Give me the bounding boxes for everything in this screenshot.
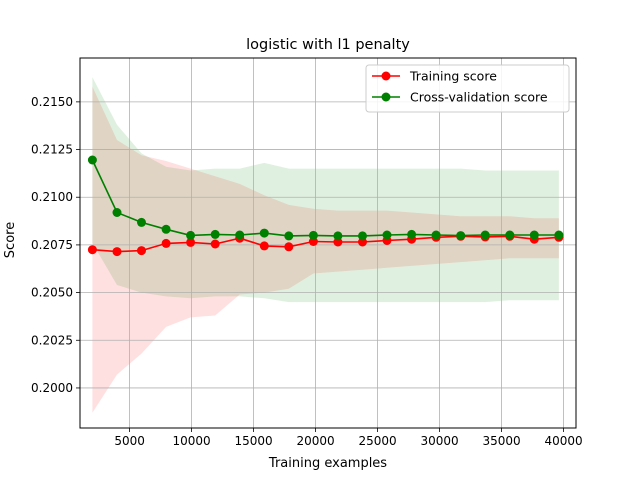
y-tick-label: 0.2075: [31, 238, 73, 252]
data-point-0: [259, 241, 269, 251]
legend-box: [365, 64, 570, 113]
x-tick-label: 10000: [173, 434, 211, 448]
plot-frame: [79, 57, 577, 429]
series-points: [87, 155, 564, 257]
data-point-1: [333, 231, 343, 241]
data-point-0: [186, 237, 196, 247]
data-point-1: [112, 208, 122, 217]
data-point-1: [407, 229, 417, 239]
data-point-1: [186, 230, 196, 240]
x-axis-ticks: 5000 10000 15000 20000 25000 30000 35000 40000: [114, 428, 583, 448]
data-point-1: [554, 230, 564, 240]
data-point-1: [87, 155, 97, 165]
y-tick-label: 0.2125: [31, 143, 73, 157]
y-tick-label: 0.2000: [31, 381, 73, 395]
legend-cv-label: Cross-validation score: [410, 90, 548, 105]
x-tick-label: 20000: [297, 434, 335, 448]
confidence-band-0: [92, 86, 559, 413]
legend-training-label: Training score: [409, 69, 497, 84]
data-point-1: [456, 231, 466, 241]
legend-entry-cross-validation: Cross-validation score: [372, 90, 548, 105]
data-point-0: [112, 247, 122, 257]
x-axis-label: Training examples: [268, 456, 387, 471]
y-axis-label: Score: [3, 222, 18, 258]
data-point-0: [284, 242, 294, 252]
data-point-1: [382, 230, 392, 240]
y-tick-label: 0.2100: [31, 190, 73, 204]
x-tick-label: 25000: [359, 434, 397, 448]
data-point-0: [210, 239, 220, 249]
x-tick-label: 30000: [421, 434, 459, 448]
chart-title: logistic with l1 penalty: [246, 37, 410, 53]
data-point-1: [505, 230, 515, 240]
data-point-1: [480, 230, 490, 240]
legend-training-marker: [381, 71, 391, 81]
x-tick-label: 5000: [114, 434, 145, 448]
data-point-1: [431, 230, 441, 240]
confidence-bands: [92, 77, 559, 413]
x-tick-label: 15000: [235, 434, 273, 448]
y-axis-ticks: 0.2000 0.2025 0.2050 0.2075 0.2100 0.2125 0.21…: [31, 95, 80, 395]
legend-entry-training: Training score: [372, 69, 497, 84]
grid-lines: [80, 58, 576, 428]
data-point-1: [284, 231, 294, 241]
data-point-0: [87, 245, 97, 255]
y-tick-label: 0.2150: [31, 95, 73, 109]
data-point-1: [137, 217, 146, 227]
y-tick-label: 0.2050: [31, 286, 73, 300]
data-point-1: [308, 230, 318, 240]
x-tick-label: 40000: [545, 434, 583, 448]
data-point-1: [529, 230, 539, 240]
x-tick-label: 35000: [483, 434, 521, 448]
data-point-0: [137, 246, 146, 256]
data-point-1: [210, 229, 220, 239]
legend-cv-marker: [381, 92, 391, 102]
data-point-1: [235, 230, 245, 240]
data-point-1: [259, 228, 269, 238]
confidence-band-1: [92, 77, 559, 303]
data-point-0: [161, 238, 171, 248]
y-tick-label: 0.2025: [31, 333, 73, 347]
legend: Training score Cross-validation score: [365, 64, 570, 113]
data-point-1: [358, 231, 367, 241]
data-point-1: [161, 224, 171, 234]
